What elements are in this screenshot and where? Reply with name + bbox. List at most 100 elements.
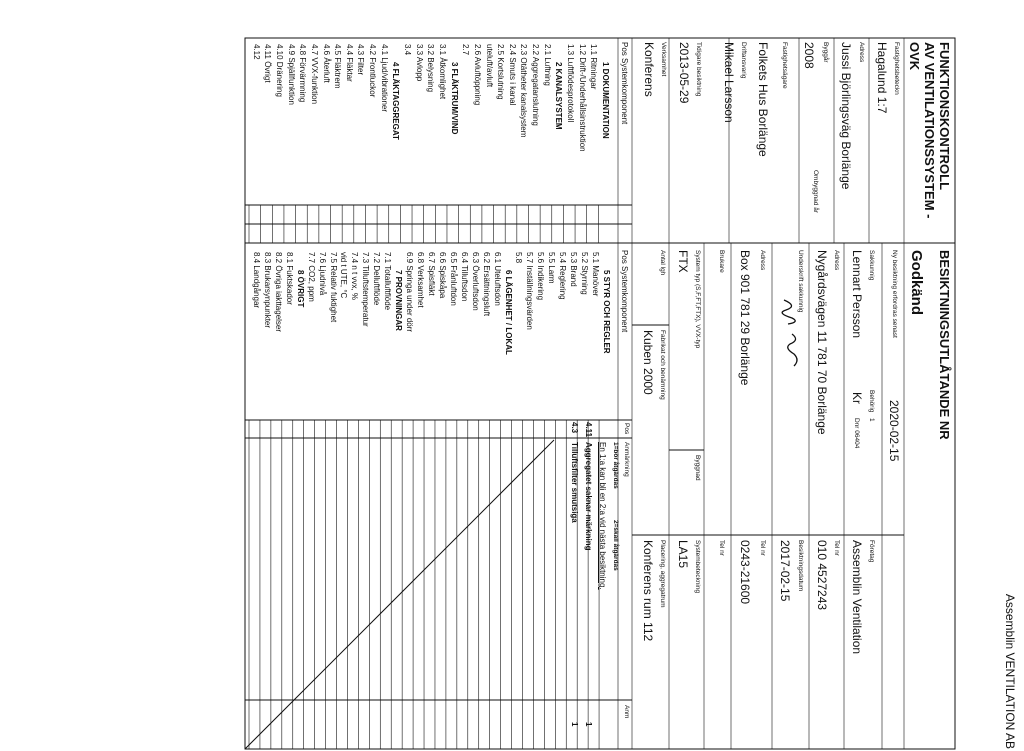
component-item: 7.6 Ljudnivå [317, 252, 327, 296]
value: Box 901 781 29 Borlänge [738, 250, 752, 386]
remark-pos: 4.3 [570, 422, 579, 434]
label: Besiktningsdatum [797, 540, 804, 592]
label: Anmärkning [623, 442, 630, 477]
component-item: 5.1 Manöver [591, 252, 601, 297]
value: 1 [868, 418, 875, 422]
list-header: Pos Systemkomponent [620, 42, 629, 125]
label: Behörig [868, 390, 875, 413]
component-item: 5.3 Brand [569, 252, 579, 287]
component-item: 7.4 n t vvx, % [350, 252, 360, 301]
legend: 2=skall åtgärdas [612, 520, 619, 571]
label: Sakkunnig [868, 250, 875, 281]
label: Fastighetsbeteckn [893, 42, 900, 95]
label: Fastighetsägare [781, 42, 788, 89]
component-item: 6.8 Verksamhet [416, 252, 426, 308]
component-item: 8.4 Landgångar [251, 252, 261, 309]
component-item: 4.6 Återluft [321, 44, 331, 83]
value: FTX [676, 250, 690, 273]
label: Antal lgh [659, 250, 666, 276]
component-item: 1 DOKUMENTATION [601, 62, 610, 139]
component-item: 5.7 Inställningsvärden [525, 252, 535, 330]
component-item: 1.2 Drift-/Underhållsinstruktion [577, 44, 587, 152]
component-item: 7 PROVNINGAR [394, 270, 404, 331]
component-item: 6 LÄGENHET / LOKAL [503, 270, 513, 355]
component-item: 5.6 Indikering [536, 252, 546, 301]
value: Nygårdsvägen 11 781 70 Borlänge [815, 250, 829, 435]
label: Adress [759, 250, 766, 271]
component-item: 8 ÖVRIGT [295, 270, 305, 308]
report-title: BESIKTNINGSUTLÅTANDE NR [937, 250, 952, 440]
signature [781, 299, 798, 367]
component-item: 4.3 Filter [356, 44, 366, 76]
remark-anm: 1 [570, 722, 579, 727]
component-item: 6.3 Överluftsdon [470, 252, 480, 311]
label: Ny besiktning erfordras senast [891, 250, 898, 338]
component-item: 7.7 CO2, ppm [306, 252, 316, 302]
component-item: 2 KANALSYSTEM [554, 62, 564, 130]
note: En 1:a kan bli en 2:a vid nästa besiktni… [598, 442, 607, 590]
component-item: 2.6 Avluftöppning [472, 44, 482, 106]
value: 2017-02-15 [778, 540, 792, 602]
value: Hagalund 1:7 [875, 42, 889, 114]
remark-anm: 1 [584, 722, 593, 727]
label: Underskrift sakkunnig [797, 250, 804, 313]
component-item: 8.2 Övriga iakttagelser [273, 252, 283, 333]
strike-diagonal [244, 439, 555, 750]
component-item: 6.4 Tilluftsdon [459, 252, 469, 302]
component-item: 6.5 Frånluftdon [448, 252, 458, 306]
component-item: 6.7 Spisfläkt [426, 252, 436, 296]
remark-pos: 4.11 [584, 422, 593, 438]
component-item: 6.6 Spiskåpa [437, 252, 447, 299]
form-title: FUNKTIONSKONTROLL [937, 42, 952, 191]
label: Systembeteckning [694, 540, 701, 594]
component-item: 4.4 Fläktar [344, 44, 354, 82]
value: Konferens [642, 42, 656, 97]
component-item: 7.2 Delluftflöde [372, 252, 382, 306]
component-item: 8.3 Brukarsynpunkter [262, 252, 272, 329]
component-item: 2.3 Otätheter kanalsystem [519, 44, 529, 138]
remark-text: Tilluftsfilter smutsiga [570, 442, 579, 523]
component-item: 5.2 Styrning [580, 252, 590, 295]
component-item: 8.1 Fuktskador [284, 252, 294, 305]
label: Byggnad [694, 455, 701, 481]
label: Ombyggnad år [812, 170, 819, 213]
component-item: 2.1 Luftning [542, 44, 552, 86]
component-item: 3.3 Avlopp [414, 44, 424, 82]
remark-text: Aggregatet saknar märkning [584, 442, 593, 551]
legend: 1=bör åtgärdas [612, 442, 619, 489]
status: Godkänd [908, 250, 925, 316]
value: LA15 [676, 540, 690, 569]
label: Tel nr [759, 540, 766, 556]
component-item: 2.4 Smuts i kanal [507, 44, 517, 106]
component-item: 4.2 Frontluckor [368, 44, 378, 98]
label: Tel nr [833, 540, 840, 556]
label: Brukare [718, 250, 725, 273]
component-item: 4.9 Spjällfunktion [286, 44, 296, 105]
label: Fabrikat och benämning [659, 330, 666, 400]
component-item: 4.7 VVX-funktion [309, 44, 319, 105]
component-item: 5.8 [514, 252, 524, 264]
component-item: 3 FLÄKTRUM/VIND [449, 62, 459, 135]
label: Byggår [822, 42, 829, 63]
component-item: 7.5 Relativ fuktighet [328, 252, 338, 323]
component-item: 4 FLÄKTAGGREGAT [391, 62, 401, 140]
component-item: 6.2 Ersättningsluft [481, 252, 491, 317]
form-border [244, 37, 956, 750]
label: Adress [858, 42, 865, 63]
form-title: AV VENTILATIONSSYSTEM - [922, 42, 937, 219]
label: Tidigare besiktning [695, 42, 702, 97]
component-item: 1.1 Ritningar [589, 44, 599, 90]
component-item: 4.1 Ljud/vibrationer [379, 44, 389, 113]
component-item: 3.2 Belysning [426, 44, 436, 93]
component-item: 5.5 Larm [547, 252, 557, 284]
label: System typ (S,F,FT,FTX), VVX-typ [694, 250, 701, 349]
component-item: 6.1 Uteluftsdon [492, 252, 502, 306]
value: Mikael Larsson [722, 42, 736, 123]
component-item: 7.3 Tilluftstemperatur [361, 252, 371, 327]
component-item: 4.12 [251, 44, 261, 60]
list-header: Pos Systemkomponent [620, 250, 629, 333]
value: 2008 [802, 42, 816, 69]
label: Pos [623, 423, 630, 435]
